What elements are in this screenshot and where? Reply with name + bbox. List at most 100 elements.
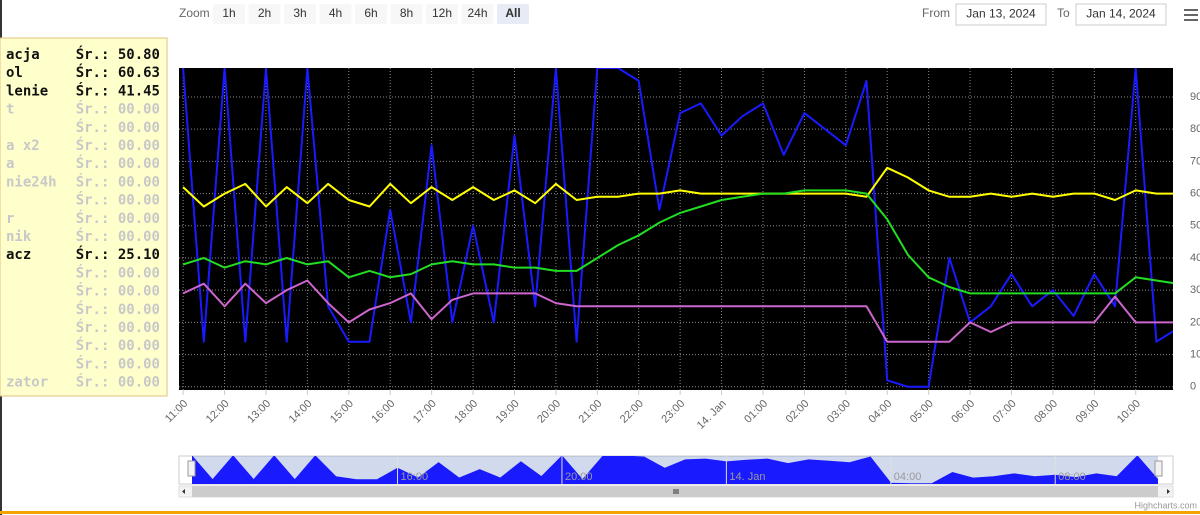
x-tick-label: 07:00 (991, 398, 1019, 426)
x-tick-label: 18:00 (452, 398, 480, 426)
legend-average[interactable]: Śr.: 00.00 (76, 336, 160, 354)
x-tick-label: 17:00 (411, 398, 439, 426)
x-tick-label: 02:00 (784, 398, 812, 426)
zoom-button-label[interactable]: 2h (258, 6, 271, 20)
y-tick-label: 10 (1190, 348, 1200, 360)
y-tick-label: 50 (1190, 220, 1200, 232)
zoom-button[interactable] (497, 4, 529, 24)
legend-box (0, 37, 168, 397)
scrollbar-grip (673, 489, 679, 494)
legend-name[interactable]: zator (6, 375, 48, 391)
x-tick-label: 16:00 (369, 398, 397, 426)
x-tick-label: 10:00 (1115, 398, 1143, 426)
legend-average[interactable]: Śr.: 00.00 (76, 209, 160, 227)
zoom-button[interactable] (284, 4, 316, 24)
legend-average[interactable]: Śr.: 00.00 (76, 100, 160, 118)
credits[interactable]: Highcharts.com (1134, 500, 1197, 510)
x-tick-label: 05:00 (908, 398, 936, 426)
legend-average[interactable]: Śr.: 25.10 (76, 245, 160, 263)
navigator-tick-label: 04:00 (894, 471, 922, 483)
series-line (182, 189, 1173, 295)
x-tick-label: 12:00 (204, 398, 232, 426)
legend-average[interactable]: Śr.: 00.00 (76, 172, 160, 190)
legend-name[interactable]: ol (6, 65, 23, 81)
zoom-button[interactable] (355, 4, 387, 24)
zoom-button[interactable] (248, 4, 281, 24)
navigator-handle[interactable] (187, 460, 196, 477)
legend-average[interactable]: Śr.: 50.80 (76, 45, 160, 63)
legend-name[interactable]: a x2 (6, 138, 40, 154)
scrollbar-thumb[interactable] (192, 486, 1158, 497)
x-tick-label: 14. Jan (695, 398, 729, 432)
legend-name[interactable]: lenie (6, 83, 48, 99)
to-label: To (1057, 6, 1070, 20)
legend-average[interactable]: Śr.: 41.45 (76, 81, 160, 99)
y-tick-label: 90 (1190, 91, 1200, 103)
legend-average[interactable]: Śr.: 00.00 (76, 354, 160, 372)
zoom-button[interactable] (426, 4, 458, 24)
legend-average[interactable]: Śr.: 00.00 (76, 373, 160, 391)
zoom-button-label[interactable]: 3h (293, 6, 306, 20)
y-tick-label: 30 (1190, 284, 1200, 296)
zoom-button-label[interactable]: 8h (400, 6, 413, 20)
y-tick-label: 60 (1190, 187, 1200, 199)
from-label: From (922, 6, 950, 20)
legend-name[interactable]: t (6, 102, 14, 118)
x-tick-label: 04:00 (866, 398, 894, 426)
zoom-button[interactable] (461, 4, 494, 24)
navigator-handle[interactable] (1154, 460, 1163, 477)
legend-name[interactable]: nie24h (6, 174, 57, 190)
legend-average[interactable]: Śr.: 00.00 (76, 318, 160, 336)
x-tick-label: 21:00 (577, 398, 605, 426)
from-input[interactable] (955, 3, 1047, 26)
legend-average[interactable]: Śr.: 00.00 (76, 263, 160, 281)
zoom-button-label[interactable]: All (505, 6, 520, 20)
x-tick-label: 11:00 (163, 398, 190, 425)
x-tick-label: 13:00 (245, 398, 273, 426)
y-tick-label: 0 (1190, 381, 1196, 393)
legend-name[interactable]: nik (6, 229, 32, 245)
zoom-button[interactable] (319, 4, 352, 24)
y-tick-label: 70 (1190, 155, 1200, 167)
to-input[interactable] (1075, 3, 1167, 26)
to-value[interactable]: Jan 14, 2024 (1086, 7, 1156, 21)
legend-average[interactable]: Śr.: 00.00 (76, 282, 160, 300)
legend-average[interactable]: Śr.: 00.00 (76, 191, 160, 209)
zoom-button-label[interactable]: 6h (364, 6, 377, 20)
x-tick-label: 06:00 (949, 398, 977, 426)
x-tick-label: 20:00 (535, 398, 563, 426)
legend-average[interactable]: Śr.: 00.00 (76, 227, 160, 245)
from-value[interactable]: Jan 13, 2024 (966, 7, 1036, 21)
zoom-button-label[interactable]: 1h (222, 6, 235, 20)
series-line (182, 166, 1173, 208)
series-line (182, 279, 1173, 343)
zoom-label: Zoom (179, 6, 210, 20)
legend-name[interactable]: acz (6, 247, 31, 263)
x-tick-label: 23:00 (659, 398, 687, 426)
legend-average[interactable]: Śr.: 00.00 (76, 118, 160, 136)
x-tick-label: 03:00 (825, 398, 853, 426)
series-line (182, 68, 1173, 388)
legend-name[interactable]: acja (6, 47, 40, 63)
zoom-button-label[interactable]: 12h (432, 6, 452, 20)
y-tick-label: 20 (1190, 316, 1200, 328)
zoom-button[interactable] (213, 4, 245, 24)
navigator-tick-label: 14. Jan (729, 471, 765, 483)
legend-average[interactable]: Śr.: 60.63 (76, 63, 160, 81)
zoom-button-label[interactable]: 4h (329, 6, 342, 20)
legend-name[interactable]: a (6, 156, 14, 172)
y-tick-label: 80 (1190, 123, 1200, 135)
x-tick-label: 14:00 (287, 398, 315, 426)
x-tick-label: 09:00 (1074, 398, 1102, 426)
menu-button[interactable] (1184, 9, 1198, 21)
legend-average[interactable]: Śr.: 00.00 (76, 154, 160, 172)
x-tick-label: 22:00 (618, 398, 646, 426)
legend-average[interactable]: Śr.: 00.00 (76, 136, 160, 154)
zoom-button-label[interactable]: 24h (467, 6, 487, 20)
legend-average[interactable]: Śr.: 00.00 (76, 300, 160, 318)
navigator-tick-label: 08:00 (1058, 471, 1086, 483)
legend-name[interactable]: r (6, 211, 14, 227)
navigator-tick-label: 20:00 (565, 471, 593, 483)
zoom-button[interactable] (390, 4, 423, 24)
